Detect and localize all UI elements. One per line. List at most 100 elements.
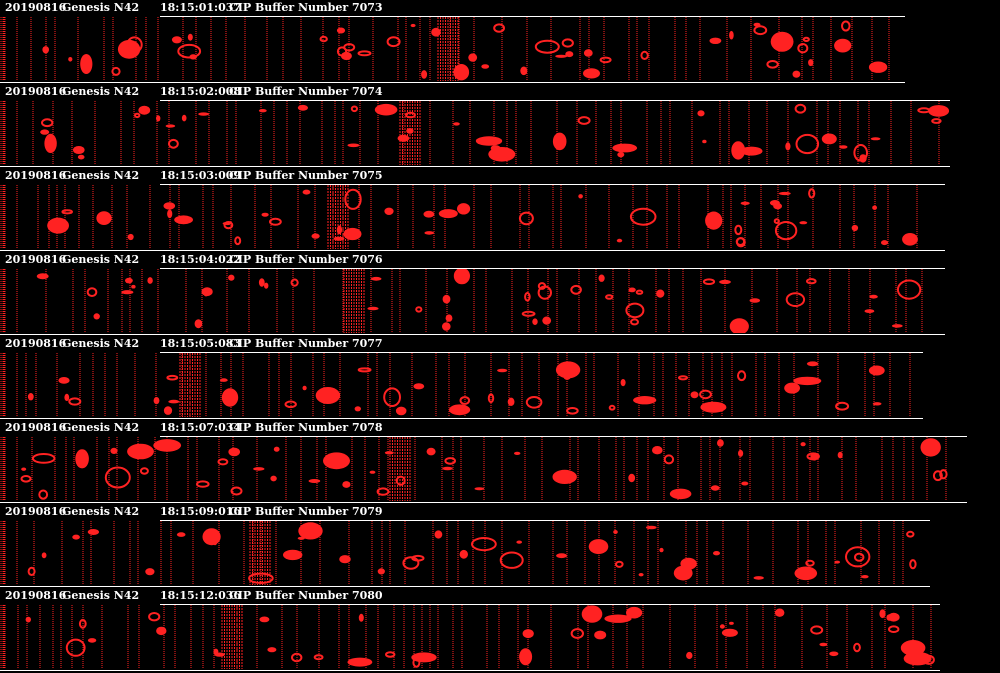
particle-blob: [652, 446, 663, 455]
particle-blob: [27, 393, 34, 401]
particle-blob: [487, 393, 495, 404]
strip-bottom-border: [0, 334, 945, 335]
particle-blob: [887, 612, 900, 622]
particle-blob: [166, 374, 179, 381]
strip-probe: Genesis N42: [62, 589, 140, 602]
particle-blob: [628, 473, 636, 483]
strip-top-border: [160, 436, 967, 437]
strip-header: 20190816 Genesis N42 18:15:01:037 CIP Buffe…: [0, 0, 1000, 16]
particle-blob: [753, 576, 764, 580]
particle-blob: [565, 51, 574, 58]
particle-blob: [31, 453, 56, 464]
particle-blob: [555, 361, 581, 379]
particle-blob: [795, 133, 820, 155]
particle-blob: [68, 397, 82, 406]
particle-blob: [127, 233, 134, 241]
particle-image: [0, 353, 911, 417]
particle-blob: [426, 447, 436, 456]
buffer-strip: 20190816 Genesis N42 18:15:12:036 CIP Buffe…: [0, 588, 1000, 672]
particle-blob: [588, 539, 609, 555]
strip-top-border: [160, 352, 923, 353]
particle-blob: [577, 116, 591, 125]
particle-blob: [385, 651, 396, 658]
particle-blob: [27, 566, 36, 577]
strip-header: 20190816 Genesis N42 18:15:09:016 CIP Buffe…: [0, 504, 1000, 520]
particle-image: [0, 521, 917, 585]
strip-date: 20190816: [5, 169, 67, 182]
particle-blob: [520, 66, 528, 76]
particle-blob: [65, 638, 86, 657]
particle-blob: [86, 287, 98, 298]
particle-blob: [740, 201, 750, 205]
particle-blob: [374, 103, 398, 116]
particle-blob: [920, 438, 941, 457]
particle-blob: [678, 375, 688, 381]
particle-blob: [902, 233, 918, 246]
particle-blob: [616, 238, 623, 243]
particle-blob: [77, 154, 85, 160]
particle-blob: [453, 269, 470, 285]
particle-blob: [187, 33, 193, 41]
particle-blob: [729, 318, 749, 333]
particle-blob: [383, 387, 402, 408]
particle-blob: [196, 480, 210, 488]
particle-blob: [273, 446, 280, 452]
particle-blob: [810, 625, 824, 635]
particle-blob: [834, 560, 840, 564]
particle-blob: [628, 287, 636, 293]
particle-blob: [640, 50, 649, 61]
particle-blob: [202, 528, 221, 546]
particle-blob: [605, 294, 614, 300]
particle-image: [0, 101, 950, 165]
particle-blob: [931, 118, 942, 124]
particle-blob: [556, 553, 568, 559]
particle-blob: [167, 209, 173, 219]
particle-blob: [347, 657, 373, 667]
strip-top-border: [160, 100, 950, 101]
strip-probe: Genesis N42: [62, 421, 140, 434]
particle-blob: [669, 488, 692, 500]
particle-blob: [516, 540, 522, 544]
particle-blob: [481, 64, 490, 69]
particle-blob: [837, 451, 843, 459]
strip-probe: Genesis N42: [62, 253, 140, 266]
particle-blob: [80, 54, 93, 74]
particle-blob: [659, 547, 664, 553]
particle-blob: [258, 278, 265, 287]
strip-buffer-label: CIP Buffer Number 7078: [229, 421, 383, 434]
buffer-strip: 20190816 Genesis N42 18:15:04:022 CIP Buffe…: [0, 252, 1000, 336]
particle-blob: [40, 129, 50, 135]
particle-blob: [785, 292, 806, 308]
particle-blob: [145, 568, 155, 576]
particle-blob: [421, 70, 428, 79]
particle-blob: [343, 227, 362, 241]
particle-blob: [313, 654, 324, 661]
strip-date: 20190816: [5, 1, 67, 14]
particle-blob: [604, 614, 632, 623]
strip-top-border: [160, 268, 945, 269]
particle-blob: [721, 628, 738, 637]
particle-blob: [302, 189, 311, 195]
particle-blob: [376, 487, 390, 496]
particle-blob: [134, 112, 141, 119]
particle-blob: [578, 194, 583, 199]
particle-blob: [879, 609, 886, 619]
particle-blob: [697, 110, 705, 117]
particle-blob: [444, 457, 457, 465]
particle-blob: [156, 115, 161, 122]
particle-blob: [598, 274, 605, 282]
strip-time: 18:15:01:037: [160, 1, 242, 14]
particle-blob: [581, 605, 603, 623]
buffer-strip: 20190816 Genesis N42 18:15:03:009 CIP Buffe…: [0, 168, 1000, 252]
particle-blob: [357, 367, 372, 373]
particle-blob: [493, 23, 506, 33]
particle-blob: [700, 401, 727, 413]
particle-blob: [127, 443, 154, 460]
particle-blob: [153, 439, 182, 452]
particle-blob: [583, 49, 593, 57]
particle-blob: [47, 217, 69, 234]
particle-blob: [78, 618, 87, 629]
particle-blob: [201, 287, 213, 297]
particle-blob: [734, 224, 743, 236]
buffer-strip: 20190816 Genesis N42 18:15:02:008 CIP Buffe…: [0, 84, 1000, 168]
